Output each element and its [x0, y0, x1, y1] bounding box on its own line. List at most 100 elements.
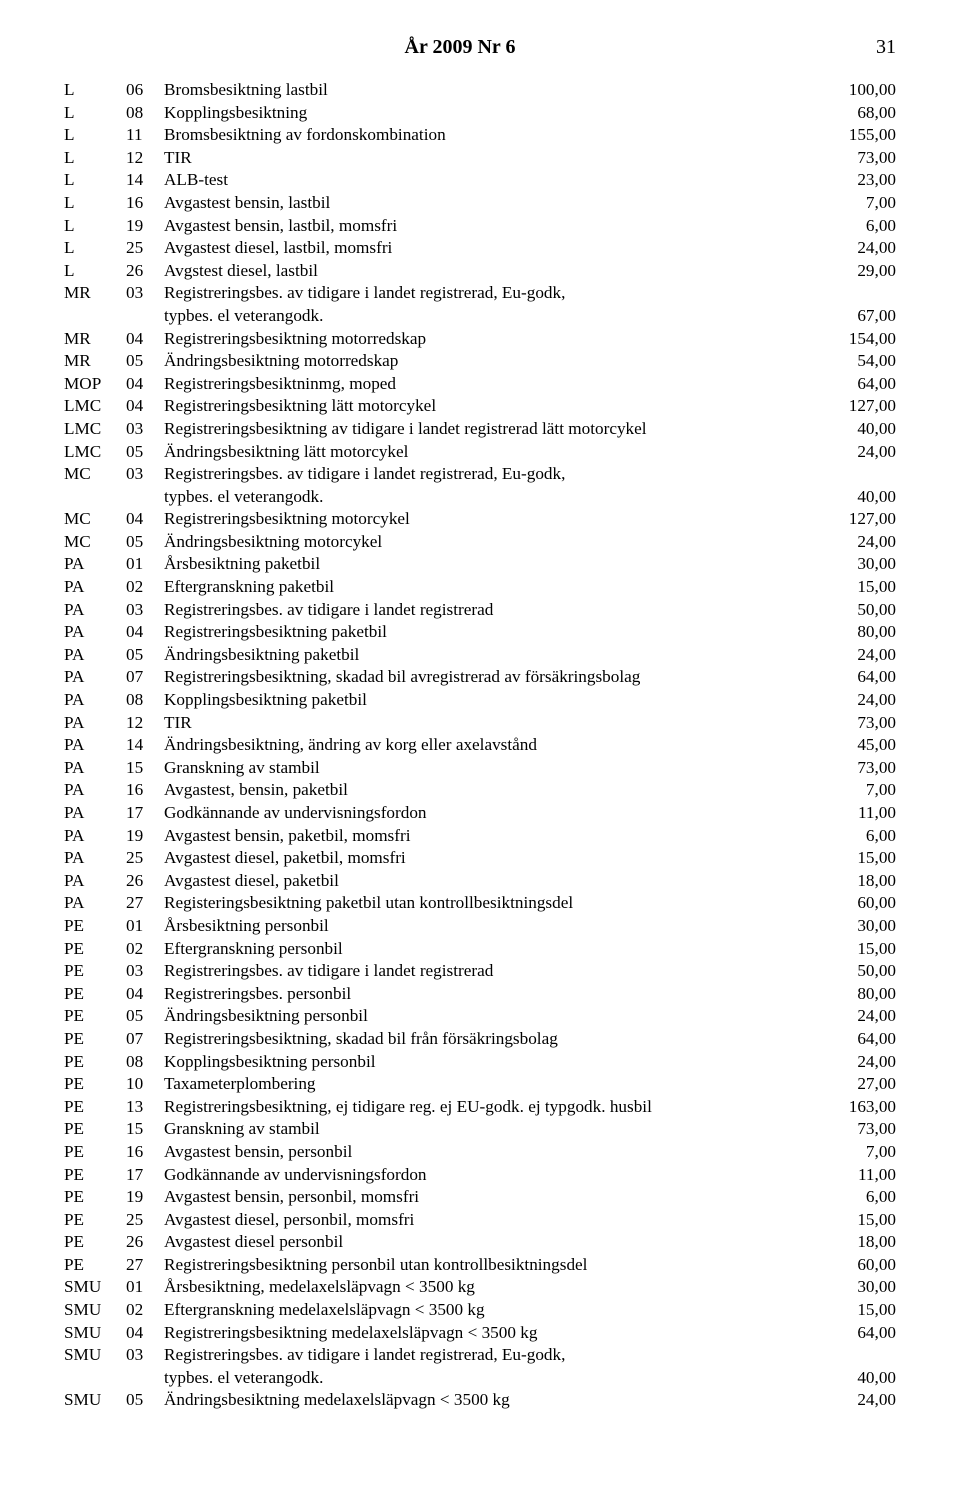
- vehicle-code: SMU: [64, 1389, 126, 1412]
- item-number: 04: [126, 508, 164, 531]
- item-number: 03: [126, 960, 164, 983]
- item-number: [126, 486, 164, 509]
- vehicle-code: PE: [64, 983, 126, 1006]
- table-row: MC04Registreringsbesiktning motorcykel12…: [64, 508, 896, 531]
- table-row: SMU02Eftergranskning medelaxelsläpvagn <…: [64, 1299, 896, 1322]
- item-price: [816, 463, 896, 486]
- item-number: [126, 305, 164, 328]
- table-row: MC03Registreringsbes. av tidigare i land…: [64, 463, 896, 486]
- table-row: L25Avgastest diesel, lastbil, momsfri24,…: [64, 237, 896, 260]
- table-row: PA08Kopplingsbesiktning paketbil24,00: [64, 689, 896, 712]
- vehicle-code: L: [64, 79, 126, 102]
- item-description: Ändringsbesiktning motorredskap: [164, 350, 816, 373]
- table-row: LMC04Registreringsbesiktning lätt motorc…: [64, 395, 896, 418]
- item-description: Avgastest diesel, personbil, momsfri: [164, 1209, 816, 1232]
- table-row: PA07Registreringsbesiktning, skadad bil …: [64, 666, 896, 689]
- vehicle-code: L: [64, 215, 126, 238]
- item-price: 67,00: [816, 305, 896, 328]
- table-row: PA12TIR73,00: [64, 712, 896, 735]
- item-description: Registreringsbesiktninmg, moped: [164, 373, 816, 396]
- item-description: Eftergranskning medelaxelsläpvagn < 3500…: [164, 1299, 816, 1322]
- item-number: 07: [126, 666, 164, 689]
- vehicle-code: PE: [64, 1209, 126, 1232]
- item-number: 11: [126, 124, 164, 147]
- item-description: Registreringsbesiktning, skadad bil avre…: [164, 666, 816, 689]
- item-number: 16: [126, 192, 164, 215]
- item-price: 73,00: [816, 712, 896, 735]
- item-description: Eftergranskning paketbil: [164, 576, 816, 599]
- item-number: 08: [126, 102, 164, 125]
- table-row: PE17Godkännande av undervisningsfordon11…: [64, 1164, 896, 1187]
- vehicle-code: PE: [64, 960, 126, 983]
- item-number: 05: [126, 350, 164, 373]
- item-description: Avgastest, bensin, paketbil: [164, 779, 816, 802]
- item-price: 127,00: [816, 508, 896, 531]
- item-description: Registreringsbes. av tidigare i landet r…: [164, 960, 816, 983]
- item-description: Årsbesiktning personbil: [164, 915, 816, 938]
- vehicle-code: MR: [64, 282, 126, 305]
- vehicle-code: LMC: [64, 395, 126, 418]
- table-row: typbes. el veterangodk.40,00: [64, 486, 896, 509]
- vehicle-code: PE: [64, 915, 126, 938]
- item-number: 02: [126, 1299, 164, 1322]
- table-row: PE16Avgastest bensin, personbil7,00: [64, 1141, 896, 1164]
- item-price: 100,00: [816, 79, 896, 102]
- item-description: Bromsbesiktning lastbil: [164, 79, 816, 102]
- item-price: 24,00: [816, 237, 896, 260]
- item-description: Avgastest bensin, lastbil: [164, 192, 816, 215]
- item-description: Ändringsbesiktning motorcykel: [164, 531, 816, 554]
- vehicle-code: PA: [64, 689, 126, 712]
- item-description: Registreringsbes. av tidigare i landet r…: [164, 1344, 816, 1367]
- vehicle-code: PE: [64, 1141, 126, 1164]
- item-number: 02: [126, 576, 164, 599]
- vehicle-code: [64, 1367, 126, 1390]
- item-price: 60,00: [816, 1254, 896, 1277]
- vehicle-code: PE: [64, 1005, 126, 1028]
- item-number: 25: [126, 847, 164, 870]
- item-price: 15,00: [816, 938, 896, 961]
- item-price: [816, 1344, 896, 1367]
- table-row: PA25Avgastest diesel, paketbil, momsfri1…: [64, 847, 896, 870]
- item-price: 6,00: [816, 1186, 896, 1209]
- vehicle-code: PA: [64, 599, 126, 622]
- item-description: Årsbesiktning, medelaxelsläpvagn < 3500 …: [164, 1276, 816, 1299]
- table-row: PA14Ändringsbesiktning, ändring av korg …: [64, 734, 896, 757]
- table-row: PA16Avgastest, bensin, paketbil7,00: [64, 779, 896, 802]
- item-description: Registreringsbesiktning motorcykel: [164, 508, 816, 531]
- item-price: 64,00: [816, 373, 896, 396]
- item-description: Avgastest bensin, lastbil, momsfri: [164, 215, 816, 238]
- item-description: Registreringsbesiktning lätt motorcykel: [164, 395, 816, 418]
- vehicle-code: PA: [64, 847, 126, 870]
- item-number: 25: [126, 237, 164, 260]
- item-description: Registreringsbesiktning personbil utan k…: [164, 1254, 816, 1277]
- vehicle-code: L: [64, 147, 126, 170]
- table-row: SMU04Registreringsbesiktning medelaxelsl…: [64, 1322, 896, 1345]
- item-description: Bromsbesiktning av fordonskombination: [164, 124, 816, 147]
- page: År 2009 Nr 6 31 L06Bromsbesiktning lastb…: [0, 0, 960, 1452]
- table-row: PA04Registreringsbesiktning paketbil80,0…: [64, 621, 896, 644]
- item-number: 12: [126, 147, 164, 170]
- item-price: 40,00: [816, 486, 896, 509]
- item-price: 24,00: [816, 644, 896, 667]
- vehicle-code: PE: [64, 938, 126, 961]
- item-number: 03: [126, 599, 164, 622]
- item-number: 27: [126, 892, 164, 915]
- item-price: 64,00: [816, 1028, 896, 1051]
- table-row: PE02Eftergranskning personbil15,00: [64, 938, 896, 961]
- item-description: Registreringsbesiktning medelaxelsläpvag…: [164, 1322, 816, 1345]
- vehicle-code: PE: [64, 1118, 126, 1141]
- item-description: Ändringsbesiktning, ändring av korg elle…: [164, 734, 816, 757]
- vehicle-code: MC: [64, 508, 126, 531]
- vehicle-code: MC: [64, 463, 126, 486]
- vehicle-code: PE: [64, 1231, 126, 1254]
- item-number: [126, 1367, 164, 1390]
- vehicle-code: SMU: [64, 1299, 126, 1322]
- item-number: 19: [126, 825, 164, 848]
- item-description: Registreringsbesiktning av tidigare i la…: [164, 418, 816, 441]
- item-description: ALB-test: [164, 169, 816, 192]
- item-price: 15,00: [816, 576, 896, 599]
- item-price: 24,00: [816, 1005, 896, 1028]
- item-price: 11,00: [816, 1164, 896, 1187]
- table-row: PA01Årsbesiktning paketbil30,00: [64, 553, 896, 576]
- item-price: 24,00: [816, 1389, 896, 1412]
